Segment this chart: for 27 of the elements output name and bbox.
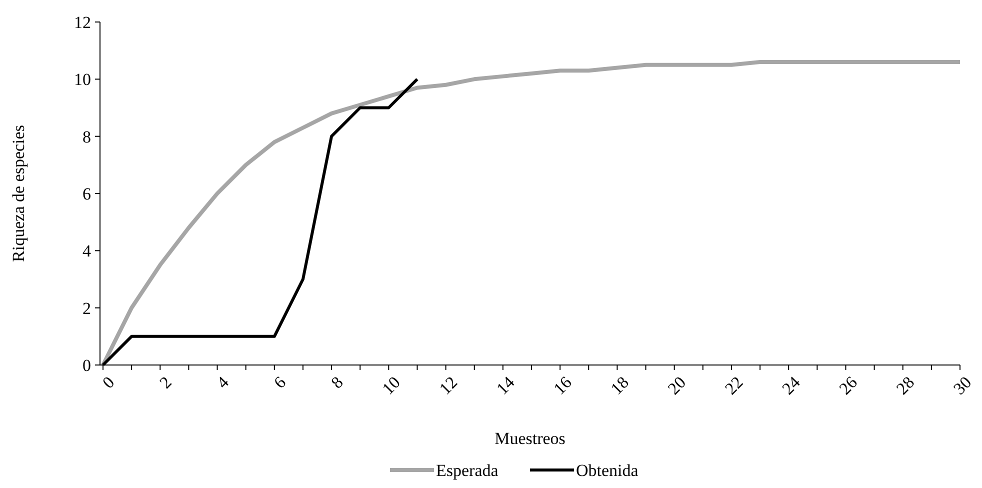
y-tick-label: 4 [82, 242, 92, 261]
x-tick-label: 18 [606, 372, 632, 398]
legend-label: Obtenida [576, 460, 639, 480]
y-tick-label: 6 [82, 184, 91, 204]
x-tick-label: 14 [492, 372, 519, 398]
y-tick-label: 10 [74, 70, 91, 90]
x-tick-label: 30 [950, 372, 976, 398]
x-axis-title: Muestreos [494, 429, 566, 448]
x-tick-label: 24 [778, 372, 804, 398]
y-axis-title: Riqueza de especies [9, 125, 28, 262]
x-tick-label: 12 [436, 372, 462, 398]
x-tick-label: 0 [98, 372, 118, 392]
x-tick-label: 6 [270, 372, 290, 392]
legend-label: Esperada [436, 460, 499, 480]
y-tick-label: 2 [82, 298, 91, 318]
x-tick-label: 2 [156, 372, 176, 392]
x-tick-label: 20 [664, 372, 690, 398]
y-tick-label: 0 [82, 356, 91, 375]
y-tick-label: 12 [74, 12, 91, 32]
x-tick-label: 22 [721, 372, 747, 398]
x-tick-label: 8 [327, 372, 347, 392]
x-tick-label: 4 [213, 372, 233, 392]
x-tick-label: 10 [378, 372, 404, 398]
x-tick-label: 28 [892, 372, 918, 398]
y-tick-label: 8 [82, 127, 91, 146]
x-tick-label: 16 [550, 372, 576, 398]
x-tick-label: 26 [836, 372, 861, 398]
